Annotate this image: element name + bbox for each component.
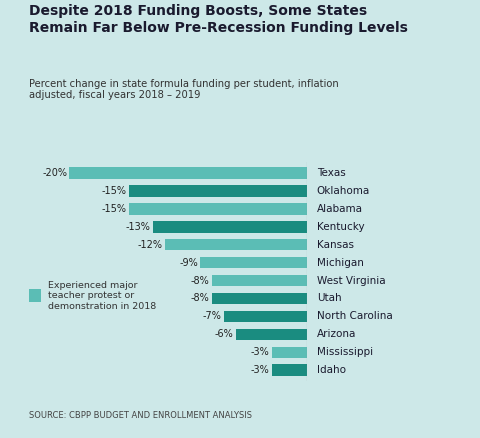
- Text: -3%: -3%: [251, 365, 269, 375]
- Bar: [165, 239, 307, 251]
- Text: -15%: -15%: [102, 186, 127, 196]
- Text: Oklahoma: Oklahoma: [317, 186, 370, 196]
- Bar: [212, 275, 307, 286]
- Text: Mississippi: Mississippi: [317, 347, 373, 357]
- Text: -13%: -13%: [125, 222, 150, 232]
- Bar: [236, 328, 307, 340]
- Bar: [272, 346, 307, 358]
- Bar: [212, 293, 307, 304]
- Text: Experienced major
teacher protest or
demonstration in 2018: Experienced major teacher protest or dem…: [48, 281, 156, 311]
- Text: West Virginia: West Virginia: [317, 276, 385, 286]
- Text: Percent change in state formula funding per student, inflation
adjusted, fiscal : Percent change in state formula funding …: [29, 79, 338, 100]
- Text: Utah: Utah: [317, 293, 341, 304]
- Text: -8%: -8%: [191, 276, 210, 286]
- Bar: [200, 257, 307, 268]
- Text: -8%: -8%: [191, 293, 210, 304]
- Text: -12%: -12%: [137, 240, 162, 250]
- Bar: [129, 185, 307, 197]
- Text: -6%: -6%: [215, 329, 233, 339]
- Bar: [129, 203, 307, 215]
- Text: -20%: -20%: [42, 168, 67, 178]
- Text: North Carolina: North Carolina: [317, 311, 393, 321]
- Bar: [70, 167, 307, 179]
- Text: -15%: -15%: [102, 204, 127, 214]
- Text: Kentucky: Kentucky: [317, 222, 364, 232]
- Text: Texas: Texas: [317, 168, 346, 178]
- Text: -9%: -9%: [179, 258, 198, 268]
- Text: Idaho: Idaho: [317, 365, 346, 375]
- Bar: [153, 221, 307, 233]
- Text: -3%: -3%: [251, 347, 269, 357]
- Text: Kansas: Kansas: [317, 240, 354, 250]
- Bar: [272, 364, 307, 376]
- Bar: [224, 311, 307, 322]
- Text: Alabama: Alabama: [317, 204, 363, 214]
- Text: -7%: -7%: [203, 311, 222, 321]
- Text: SOURCE: CBPP BUDGET AND ENROLLMENT ANALYSIS: SOURCE: CBPP BUDGET AND ENROLLMENT ANALY…: [29, 411, 252, 420]
- Text: Michigan: Michigan: [317, 258, 364, 268]
- Text: Despite 2018 Funding Boosts, Some States
Remain Far Below Pre-Recession Funding : Despite 2018 Funding Boosts, Some States…: [29, 4, 408, 35]
- Text: Arizona: Arizona: [317, 329, 356, 339]
